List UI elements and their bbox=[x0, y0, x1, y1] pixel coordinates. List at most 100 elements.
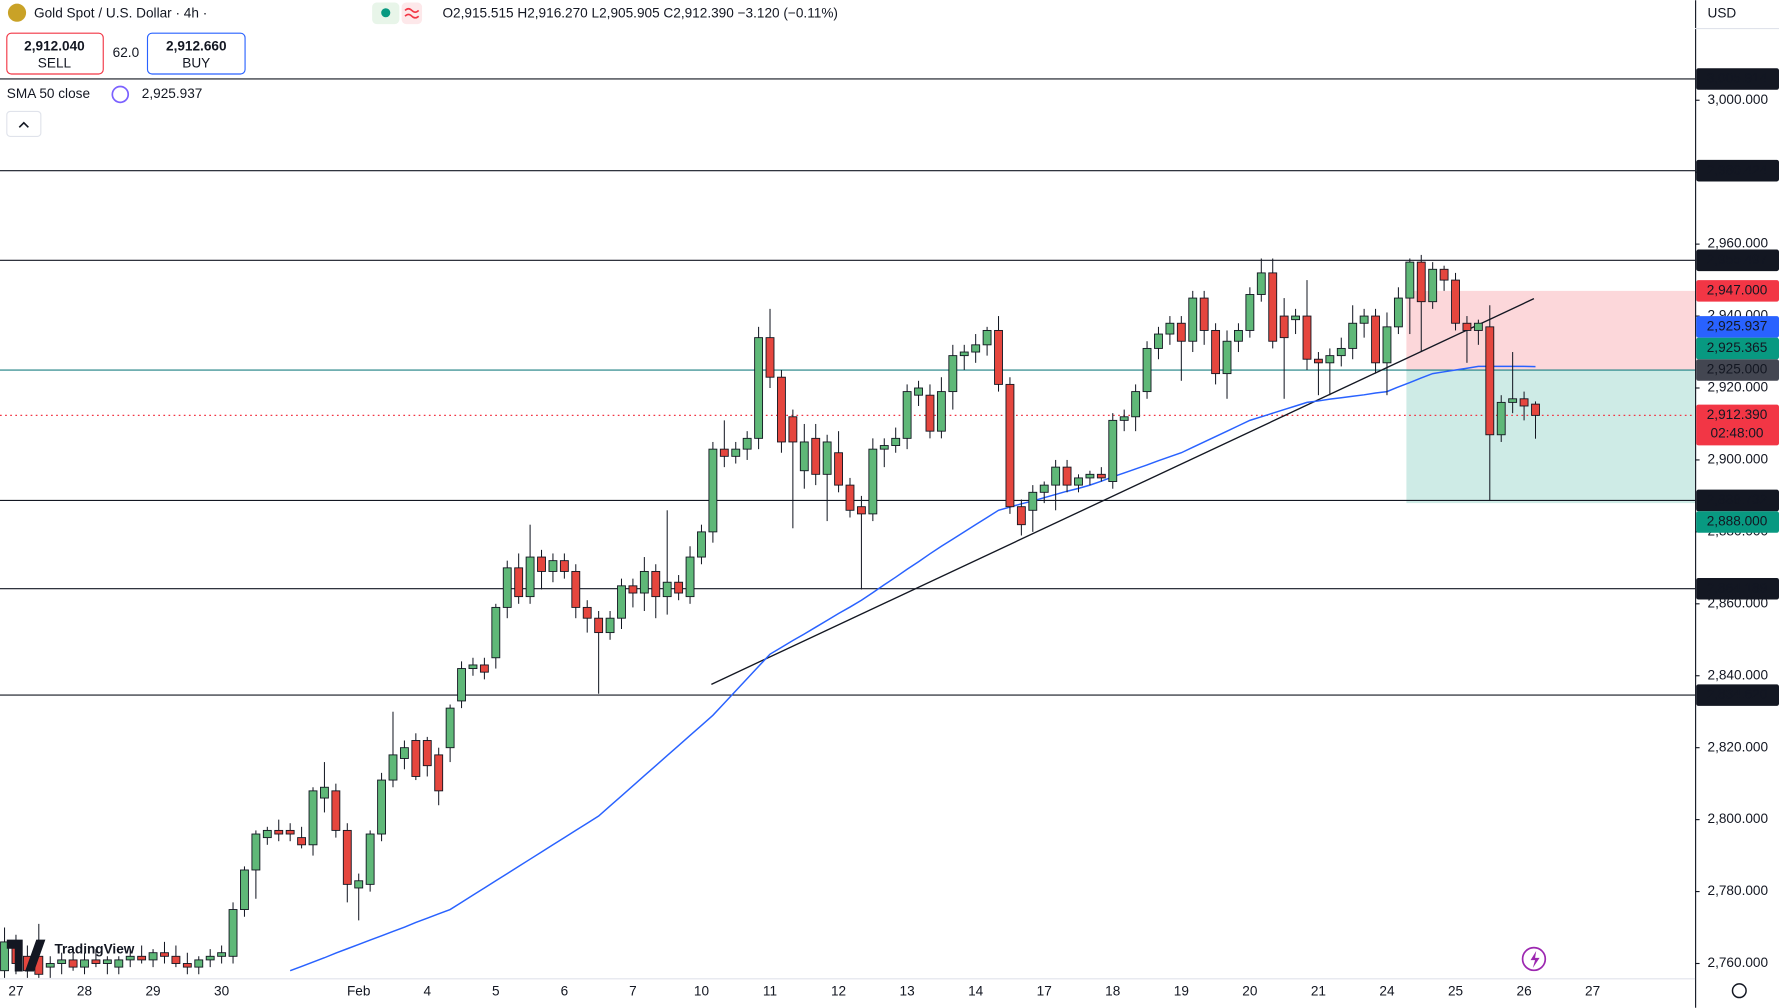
candle-body bbox=[1496, 401, 1506, 436]
x-tick-label: 20 bbox=[1242, 983, 1258, 998]
x-tick-label: 24 bbox=[1379, 983, 1395, 998]
candle-body bbox=[240, 869, 249, 911]
level-sublabel: 02:48:00 bbox=[1711, 426, 1764, 441]
candle-body bbox=[1393, 297, 1403, 328]
candle-body bbox=[434, 754, 444, 792]
level-label: 2,834.620 bbox=[1707, 687, 1768, 702]
x-tick-label: 19 bbox=[1174, 983, 1189, 998]
candle-body bbox=[1234, 329, 1243, 342]
candle-body bbox=[799, 441, 809, 472]
candle-body bbox=[45, 963, 55, 968]
candle-body bbox=[559, 560, 569, 572]
candle-body bbox=[148, 952, 158, 961]
candle-body bbox=[1245, 294, 1255, 331]
market-dot bbox=[381, 8, 391, 18]
candle-body bbox=[114, 959, 124, 968]
candle-body bbox=[80, 959, 89, 968]
candle-body bbox=[1108, 419, 1118, 482]
candle-body bbox=[811, 437, 821, 475]
candle-body bbox=[845, 484, 855, 511]
candle-body bbox=[525, 556, 535, 598]
level-label: 2,888.000 bbox=[1707, 514, 1768, 529]
spread: 62.0 bbox=[113, 45, 140, 60]
candle-body bbox=[1142, 347, 1152, 393]
level-label-bg bbox=[1696, 359, 1779, 381]
candle-body bbox=[57, 959, 67, 964]
candle-body bbox=[662, 581, 672, 598]
candle-body bbox=[788, 416, 798, 443]
candle-body bbox=[1371, 315, 1380, 364]
alert-icon bbox=[1530, 951, 1540, 969]
candle-body bbox=[719, 448, 729, 457]
candle-body bbox=[1085, 473, 1095, 479]
candle-body bbox=[1268, 272, 1278, 342]
legend-value: 2,925.937 bbox=[142, 86, 203, 101]
candle-body bbox=[651, 570, 661, 598]
candle-body bbox=[274, 829, 284, 835]
alert-button[interactable] bbox=[1521, 946, 1547, 972]
x-tick-label: 29 bbox=[145, 983, 160, 998]
y-tick-label: 2,920.000 bbox=[1708, 380, 1769, 395]
candle-body bbox=[1325, 355, 1335, 364]
candle-body bbox=[891, 437, 901, 447]
candle-body bbox=[982, 329, 992, 346]
candle-body bbox=[994, 329, 1003, 385]
candle-body bbox=[1165, 322, 1175, 335]
buy-price: 2,912.660 bbox=[166, 38, 227, 53]
y-tick-label: 3,000.000 bbox=[1708, 92, 1769, 107]
candle-body bbox=[308, 790, 318, 846]
candle-body bbox=[1439, 268, 1449, 281]
collapse-icon bbox=[18, 121, 29, 128]
buy-button[interactable] bbox=[146, 32, 246, 75]
y-tick-label: 2,780.000 bbox=[1708, 883, 1769, 898]
candle-body bbox=[354, 880, 364, 889]
level-label-bg bbox=[1696, 404, 1779, 446]
candle-body bbox=[1051, 466, 1061, 486]
candle-body bbox=[1131, 391, 1141, 418]
x-tick-label: 18 bbox=[1105, 983, 1120, 998]
candle-body bbox=[822, 441, 832, 475]
candle-body bbox=[194, 959, 204, 968]
candle-body bbox=[777, 376, 786, 443]
x-tick-label: 17 bbox=[1037, 983, 1052, 998]
candle-body bbox=[1119, 416, 1129, 421]
candle-body bbox=[251, 833, 261, 871]
sell-button[interactable] bbox=[6, 32, 104, 75]
candle-body bbox=[514, 567, 524, 598]
candle-body bbox=[1359, 315, 1369, 324]
candle-body bbox=[479, 664, 489, 673]
x-tick-label: 21 bbox=[1311, 983, 1326, 998]
settings-button[interactable] bbox=[1731, 983, 1747, 999]
candle-body bbox=[1199, 297, 1209, 331]
level-label-bg bbox=[1696, 511, 1779, 533]
y-tick-label: 2,960.000 bbox=[1708, 236, 1769, 251]
collapse-button[interactable] bbox=[6, 110, 42, 137]
legend-icon[interactable] bbox=[111, 85, 130, 104]
logo-mark bbox=[6, 939, 46, 972]
candle-body bbox=[217, 952, 227, 957]
candle-body bbox=[1519, 398, 1529, 407]
candle-body bbox=[571, 570, 581, 608]
x-tick-label: 27 bbox=[8, 983, 23, 998]
data-button[interactable] bbox=[401, 2, 423, 25]
candle-body bbox=[1096, 473, 1106, 479]
candle-body bbox=[1062, 466, 1072, 486]
x-tick-label: 25 bbox=[1448, 983, 1463, 998]
candle-body bbox=[399, 747, 409, 759]
candle-body bbox=[1405, 261, 1415, 299]
sell-price: 2,912.040 bbox=[24, 38, 85, 53]
candle-body bbox=[936, 391, 946, 432]
position-profit bbox=[1406, 370, 1696, 504]
candle-body bbox=[537, 556, 546, 572]
level-label-bg bbox=[1696, 684, 1779, 706]
candle-body bbox=[0, 941, 9, 972]
sell-label: SELL bbox=[38, 55, 72, 70]
candle-body bbox=[1508, 398, 1518, 403]
candle-body bbox=[742, 437, 752, 450]
candle-body bbox=[160, 952, 169, 957]
x-tick-label: 27 bbox=[1585, 983, 1600, 998]
candle-body bbox=[182, 963, 192, 968]
level-label: 2,947.000 bbox=[1707, 282, 1768, 297]
